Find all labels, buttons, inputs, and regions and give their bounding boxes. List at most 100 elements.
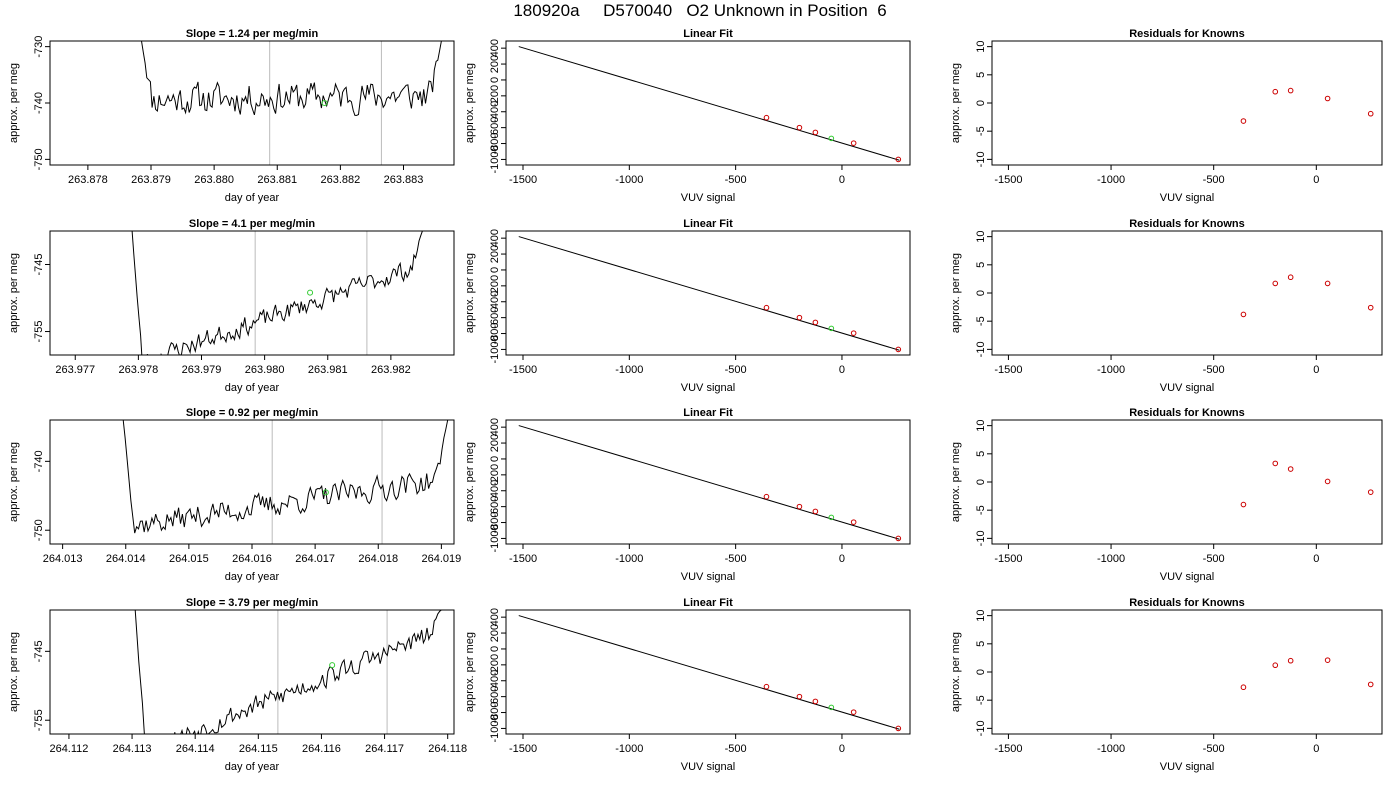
residuals-2-xtick-label: -1500 xyxy=(994,364,1022,376)
linear-fit-4-ytick-label: -200 xyxy=(489,654,501,676)
timeseries-3-unknown-point xyxy=(322,489,329,496)
linear-fit-3-xtick-label: -1500 xyxy=(509,553,537,565)
linear-fit-1-ytick-label: -400 xyxy=(489,101,501,123)
timeseries-3-ytick-label: -750 xyxy=(33,519,45,541)
timeseries-3-ytick-label: -740 xyxy=(33,450,45,472)
residuals-3-xlabel: VUV signal xyxy=(1160,571,1214,583)
residuals-3-known-point xyxy=(1272,460,1279,467)
timeseries-3-xtick-label: 264.017 xyxy=(295,553,335,565)
timeseries-3-xtick-label: 264.019 xyxy=(421,553,461,565)
timeseries-3-xtick-label: 264.013 xyxy=(43,553,83,565)
linear-fit-3-known-point xyxy=(850,519,857,525)
linear-fit-1-xtick-label: -500 xyxy=(725,174,747,186)
linear-fit-1-unknown-point xyxy=(828,135,835,142)
linear-fit-1-ytick-label: 400 xyxy=(489,39,501,57)
residuals-1-known-point xyxy=(1367,110,1374,117)
timeseries-2-xtick-label: 263.981 xyxy=(308,364,348,376)
linear-fit-3-ytick-label: -200 xyxy=(489,464,501,486)
residuals-3-plot-frame xyxy=(991,419,1383,545)
residuals-1-title: Residuals for Knowns xyxy=(1129,28,1245,40)
residuals-2-plot-area xyxy=(1240,274,1374,318)
linear-fit-1-known-point xyxy=(895,156,902,163)
timeseries-1-xlabel: day of year xyxy=(225,192,280,204)
residuals-1-plot-area xyxy=(1240,87,1374,124)
residuals-2-plot-frame xyxy=(991,230,1383,356)
timeseries-4-unknown-point xyxy=(329,662,336,669)
timeseries-2-xtick-label: 263.982 xyxy=(371,364,411,376)
timeseries-2-xtick-label: 263.977 xyxy=(55,364,95,376)
timeseries-4-xtick-label: 264.113 xyxy=(113,743,152,755)
linear-fit-2-known-point xyxy=(763,304,770,311)
linear-fit-2-ytick-label: -800 xyxy=(489,323,501,345)
residuals-4-xlabel: VUV signal xyxy=(1160,761,1214,773)
timeseries-3-panel: Slope = 0.92 per meg/min 264.013 264.014 26… xyxy=(8,407,461,583)
timeseries-3-plot-area xyxy=(122,420,449,544)
timeseries-3-ylabel: approx. per meg xyxy=(8,442,20,522)
residuals-1-known-point xyxy=(1240,118,1247,124)
residuals-3-known-point xyxy=(1324,478,1331,485)
residuals-1-panel: Residuals for Knowns -1500 -1000 -500 0 -10 -5… xyxy=(950,28,1383,204)
residuals-1-xtick-label: -1500 xyxy=(994,174,1022,186)
residuals-2-ytick-label: 5 xyxy=(975,262,987,268)
timeseries-3-xtick-label: 264.016 xyxy=(232,553,272,565)
linear-fit-1-known-point xyxy=(796,124,803,131)
residuals-3-title: Residuals for Knowns xyxy=(1129,407,1245,419)
residuals-1-ytick-label: 0 xyxy=(975,100,987,106)
linear-fit-4-plot-frame xyxy=(505,609,911,735)
linear-fit-1-known-point xyxy=(763,114,770,121)
timeseries-1-xtick-label: 263.881 xyxy=(257,174,297,186)
residuals-3-ytick-label: 0 xyxy=(975,479,987,485)
residuals-1-ytick-label: -5 xyxy=(975,126,987,136)
linear-fit-2-known-point xyxy=(850,330,857,336)
linear-fit-1-plot-area xyxy=(518,46,902,163)
residuals-4-ytick-label: 5 xyxy=(975,641,987,647)
timeseries-3-xtick-label: 264.018 xyxy=(358,553,398,565)
residuals-3-xtick-label: -500 xyxy=(1203,553,1225,565)
timeseries-1-ytick-label: -740 xyxy=(33,92,45,114)
residuals-2-panel: Residuals for Knowns -1500 -1000 -500 0 -10 -5… xyxy=(950,218,1383,394)
residuals-2-ytick-label: 0 xyxy=(975,290,987,296)
linear-fit-2-title: Linear Fit xyxy=(683,218,733,230)
linear-fit-2-plot-frame xyxy=(505,230,911,356)
linear-fit-3-title: Linear Fit xyxy=(683,407,733,419)
residuals-2-known-point xyxy=(1272,280,1279,287)
timeseries-4-panel: Slope = 3.79 per meg/min 264.112 264.113 26… xyxy=(8,597,467,773)
linear-fit-2-xtick-label: -1500 xyxy=(509,364,537,376)
residuals-4-known-point xyxy=(1272,662,1279,669)
timeseries-2-ytick-label: -755 xyxy=(33,321,45,343)
timeseries-2-trace xyxy=(131,231,423,355)
timeseries-3-xtick-label: 264.015 xyxy=(169,553,209,565)
timeseries-4-ytick-label: -755 xyxy=(33,709,45,731)
linear-fit-1-ytick-label: 0 xyxy=(489,77,501,83)
linear-fit-2-known-point xyxy=(895,346,902,353)
timeseries-1-xtick-label: 263.882 xyxy=(320,174,360,186)
linear-fit-4-ytick-label: 400 xyxy=(489,608,501,626)
timeseries-2-ylabel: approx. per meg xyxy=(8,253,20,333)
linear-fit-3-ytick-label: -600 xyxy=(489,496,501,518)
residuals-2-known-point xyxy=(1240,311,1247,318)
linear-fit-3-ytick-label: -800 xyxy=(489,512,501,534)
timeseries-4-ytick-label: -745 xyxy=(33,640,45,662)
timeseries-3-xtick-label: 264.014 xyxy=(106,553,146,565)
linear-fit-3-ytick-label: 0 xyxy=(489,456,501,462)
timeseries-2-ytick-label: -745 xyxy=(33,253,45,275)
timeseries-1-plot-frame xyxy=(49,40,455,166)
timeseries-2-title: Slope = 4.1 per meg/min xyxy=(189,218,316,230)
residuals-3-known-point xyxy=(1367,489,1374,495)
timeseries-1-ytick-label: -750 xyxy=(33,148,45,170)
residuals-2-known-point xyxy=(1324,280,1331,287)
residuals-3-xtick-label: -1500 xyxy=(994,553,1022,565)
residuals-3-panel: Residuals for Knowns -1500 -1000 -500 0 -10 -5… xyxy=(950,407,1383,583)
timeseries-3-plot-frame xyxy=(49,419,455,545)
residuals-4-ytick-label: -10 xyxy=(975,720,987,736)
linear-fit-4-panel: Linear Fit -1500 -1000 -500 0 -1000 -600 -200 20… xyxy=(464,597,911,773)
residuals-3-ytick-label: -10 xyxy=(975,530,987,546)
linear-fit-4-ytick-label: 200 xyxy=(489,624,501,642)
timeseries-2-xtick-label: 263.979 xyxy=(182,364,222,376)
linear-fit-2-xtick-label: -500 xyxy=(725,364,747,376)
linear-fit-1-xtick-label: -1000 xyxy=(615,174,643,186)
linear-fit-4-fit-line xyxy=(518,615,900,730)
timeseries-2-xtick-label: 263.978 xyxy=(118,364,158,376)
timeseries-4-plot-area xyxy=(134,610,442,734)
